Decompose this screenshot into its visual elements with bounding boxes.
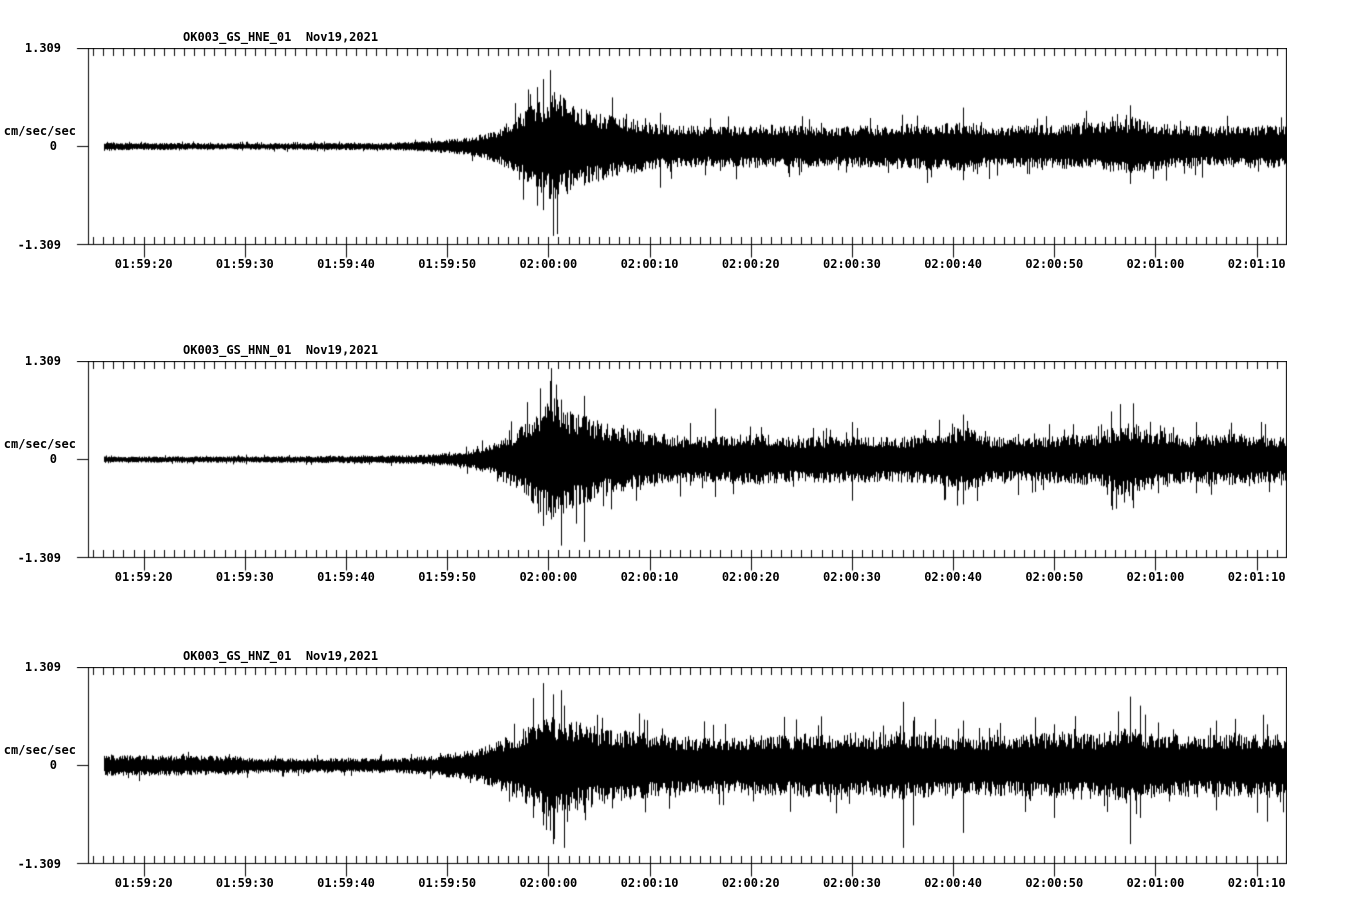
- x-tick-label: 02:00:10: [620, 570, 679, 584]
- x-tick-label: 02:00:20: [721, 876, 780, 890]
- x-tick-label: 01:59:20: [114, 257, 173, 271]
- x-tick-label: 02:00:10: [620, 257, 679, 271]
- x-tick-label: 02:00:40: [924, 570, 982, 584]
- x-tick-label: 02:01:00: [1126, 570, 1185, 584]
- x-tick-label: 01:59:50: [418, 570, 477, 584]
- x-tick-label: 01:59:30: [215, 876, 274, 890]
- y-tick-label-min: -1.309: [17, 551, 61, 565]
- x-tick-label: 02:00:40: [924, 876, 982, 890]
- x-tick-label: 01:59:50: [418, 876, 477, 890]
- x-tick-label: 02:01:10: [1227, 570, 1286, 584]
- x-tick-label: 02:01:10: [1227, 876, 1286, 890]
- seismogram-panel-hnn: OK003_GS_HNN_01 Nov19,2021 1.309 cm/sec/…: [0, 313, 1358, 613]
- x-tick-label: 02:00:20: [721, 257, 780, 271]
- y-tick-label-min: -1.309: [17, 238, 61, 252]
- x-tick-label: 02:00:20: [721, 570, 780, 584]
- seismogram-panel-hnz: OK003_GS_HNZ_01 Nov19,2021 1.309 cm/sec/…: [0, 619, 1358, 919]
- y-tick-label-max: 1.309: [24, 660, 61, 674]
- waveform-plot-hnn: [74, 361, 1287, 574]
- x-tick-label: 02:00:00: [519, 876, 578, 890]
- x-tick-label: 02:00:50: [1025, 570, 1084, 584]
- x-tick-label: 01:59:30: [215, 257, 274, 271]
- x-tick-label: 02:01:10: [1227, 257, 1286, 271]
- y-axis-unit-label: cm/sec/sec: [3, 437, 76, 451]
- y-axis-unit-label: cm/sec/sec: [3, 743, 76, 757]
- trace-title: OK003_GS_HNE_01 Nov19,2021: [183, 30, 379, 44]
- x-tick-label: 01:59:30: [215, 570, 274, 584]
- x-tick-label: 02:01:00: [1126, 876, 1185, 890]
- x-tick-label: 02:00:50: [1025, 876, 1084, 890]
- trace-title: OK003_GS_HNZ_01 Nov19,2021: [183, 649, 379, 663]
- y-tick-label-max: 1.309: [24, 41, 61, 55]
- y-axis-unit-label: cm/sec/sec: [3, 124, 76, 138]
- trace-title: OK003_GS_HNN_01 Nov19,2021: [183, 343, 379, 357]
- x-tick-label: 01:59:20: [114, 876, 173, 890]
- x-tick-label: 02:00:50: [1025, 257, 1084, 271]
- y-tick-label-zero: 0: [49, 758, 57, 772]
- x-tick-label: 02:00:30: [823, 570, 881, 584]
- x-axis-labels: 01:59:20 01:59:30 01:59:40 01:59:50 02:00:00…: [0, 877, 1358, 891]
- x-axis-labels: 01:59:20 01:59:30 01:59:40 01:59:50 02:00:00…: [0, 258, 1358, 272]
- y-tick-label-min: -1.309: [17, 857, 61, 871]
- seismogram-panel-hne: OK003_GS_HNE_01 Nov19,2021 1.309 cm/sec/…: [0, 0, 1358, 300]
- y-tick-label-zero: 0: [49, 139, 57, 153]
- x-tick-label: 02:00:40: [924, 257, 982, 271]
- x-axis-labels: 01:59:20 01:59:30 01:59:40 01:59:50 02:00:00…: [0, 571, 1358, 585]
- x-tick-label: 02:00:30: [823, 876, 881, 890]
- waveform-plot-hne: [74, 48, 1287, 261]
- y-tick-label-zero: 0: [49, 452, 57, 466]
- x-tick-label: 02:01:00: [1126, 257, 1185, 271]
- x-tick-label: 01:59:40: [317, 876, 375, 890]
- x-tick-label: 01:59:20: [114, 570, 173, 584]
- x-tick-label: 01:59:40: [317, 257, 375, 271]
- x-tick-label: 02:00:30: [823, 257, 881, 271]
- x-tick-label: 01:59:50: [418, 257, 477, 271]
- x-tick-label: 02:00:10: [620, 876, 679, 890]
- x-tick-label: 02:00:00: [519, 570, 578, 584]
- x-tick-label: 01:59:40: [317, 570, 375, 584]
- y-tick-label-max: 1.309: [24, 354, 61, 368]
- x-tick-label: 02:00:00: [519, 257, 578, 271]
- waveform-plot-hnz: [74, 667, 1287, 880]
